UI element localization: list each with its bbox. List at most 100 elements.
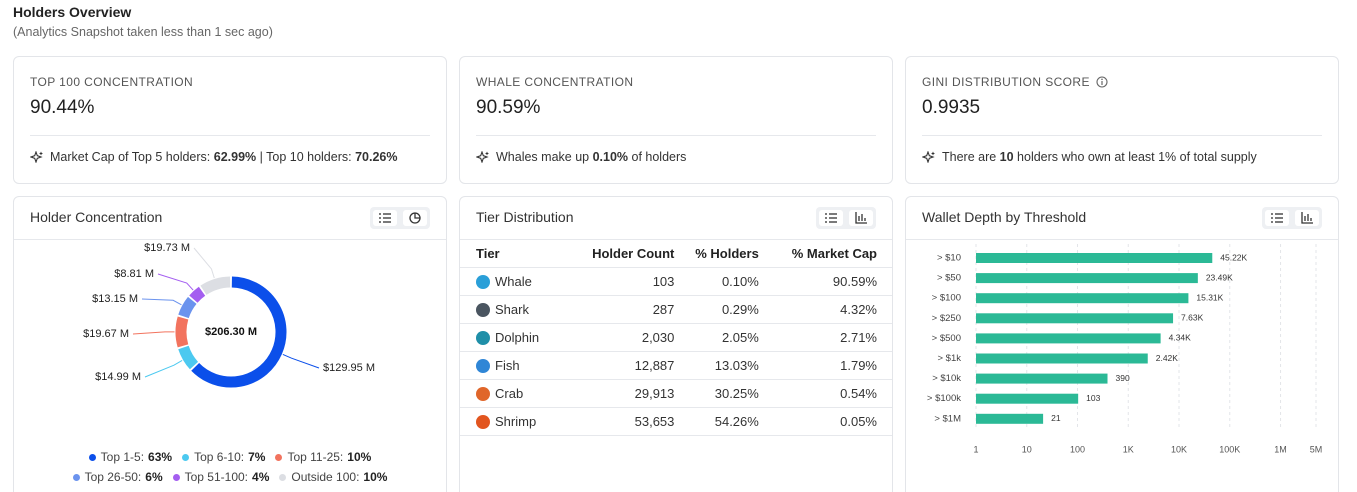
list-icon xyxy=(379,213,391,223)
stat-note: Whales make up 0.10% of holders xyxy=(476,150,686,164)
note-text: Market Cap of Top 5 holders: xyxy=(50,150,214,164)
stat-label-row: TOP 100 CONCENTRATION xyxy=(30,75,193,89)
tier-icon xyxy=(476,330,490,345)
table-cell: 0.05% xyxy=(758,407,892,436)
table-row: Shrimp 53,653 54.26% 0.05% xyxy=(460,407,892,436)
divider xyxy=(476,135,876,136)
table-cell: 2,030 xyxy=(565,323,675,352)
leader-line xyxy=(157,273,194,291)
value-label: $8.81 M xyxy=(114,268,154,280)
y-tick-label: > $1k xyxy=(937,353,961,364)
chart-view-button[interactable] xyxy=(403,210,427,226)
panel-title: Holder Concentration xyxy=(30,209,163,225)
leader-line xyxy=(141,298,182,306)
tier-icon xyxy=(476,414,490,429)
value-label: 21 xyxy=(1051,413,1061,423)
stat-label-row: WHALE CONCENTRATION xyxy=(476,75,633,89)
bar xyxy=(976,253,1213,263)
stat-note: There are 10 holders who own at least 1%… xyxy=(922,150,1257,164)
tier-cell: Dolphin xyxy=(476,330,565,345)
value-label: $13.15 M xyxy=(92,293,138,305)
legend-item: Top 1-5: 63% xyxy=(88,450,172,464)
tier-name: Fish xyxy=(495,358,520,373)
table-cell: 2.05% xyxy=(674,323,759,352)
stat-value: 90.59% xyxy=(476,97,541,118)
table-row: Dolphin 2,030 2.05% 2.71% xyxy=(460,323,892,352)
panel-title: Tier Distribution xyxy=(476,209,574,225)
x-tick-label: 5M xyxy=(1310,444,1323,454)
bar xyxy=(976,293,1189,304)
tier-icon xyxy=(476,386,490,401)
table-cell: 0.54% xyxy=(758,379,892,408)
y-tick-label: > $10 xyxy=(937,253,961,264)
divider xyxy=(14,239,446,240)
tier-icon xyxy=(476,302,490,317)
stat-label-row: GINI DISTRIBUTION SCORE xyxy=(922,75,1108,89)
table-cell: 54.26% xyxy=(674,407,759,436)
table-cell: 53,653 xyxy=(565,407,675,436)
note-text: 10 xyxy=(999,150,1014,164)
note-text: 70.26% xyxy=(355,150,398,164)
table-cell: 287 xyxy=(565,295,675,324)
y-tick-label: > $250 xyxy=(932,313,961,324)
table-cell: Crab xyxy=(460,379,566,408)
table-row: Fish 12,887 13.03% 1.79% xyxy=(460,351,892,380)
chart-view-button[interactable] xyxy=(1295,210,1319,226)
divider xyxy=(922,135,1322,136)
legend-share: 4% xyxy=(252,470,270,484)
legend: Top 1-5: 63% Top 6-10: 7% Top 11-25: 10% Top 2… xyxy=(34,450,426,484)
leader-line xyxy=(144,359,183,378)
tier-name: Shrimp xyxy=(495,414,537,429)
tier-name: Crab xyxy=(495,386,524,401)
legend-share: 7% xyxy=(248,450,266,464)
table-cell: 90.59% xyxy=(758,267,892,296)
x-tick-label: 10 xyxy=(1022,444,1032,454)
note-text: of holders xyxy=(628,150,687,164)
tier-cell: Crab xyxy=(476,386,565,401)
value-label: 390 xyxy=(1116,373,1130,383)
tier-name: Shark xyxy=(495,302,529,317)
value-label: 7.63K xyxy=(1181,313,1204,323)
sparkle-icon xyxy=(30,151,43,163)
chart-view-button[interactable] xyxy=(849,210,873,226)
legend-share: 10% xyxy=(347,450,372,464)
y-tick-label: > $10k xyxy=(932,373,961,384)
tier-table: Tier Holder Count% Holders% Market Cap Wha… xyxy=(460,239,892,436)
value-label: 23.49K xyxy=(1206,272,1233,282)
donut-chart: $129.95 M $14.99 M $19.67 M $13.15 M $8.81 M… xyxy=(83,242,375,388)
value-label: 4.34K xyxy=(1169,333,1192,343)
y-tick-label: > $100k xyxy=(927,393,961,404)
donut-segment xyxy=(178,345,199,370)
legend-dot xyxy=(88,453,96,461)
legend-label: Top 51-100: xyxy=(184,470,249,484)
legend-label: Outside 100: xyxy=(291,470,360,484)
list-view-button[interactable] xyxy=(819,210,843,226)
stat-card: WHALE CONCENTRATION 90.59% Whales make up … xyxy=(459,56,893,184)
tier-name: Dolphin xyxy=(495,330,540,345)
list-icon xyxy=(1271,213,1283,223)
stat-note: Market Cap of Top 5 holders: 62.99% | To… xyxy=(30,150,397,164)
table-row: Whale 103 0.10% 90.59% xyxy=(460,267,892,296)
stat-value: 90.44% xyxy=(30,97,95,118)
donut-segment xyxy=(200,276,231,296)
stat-label: GINI DISTRIBUTION SCORE xyxy=(922,75,1090,89)
list-view-button[interactable] xyxy=(1265,210,1289,226)
legend-dot xyxy=(182,453,190,461)
table-cell: 0.10% xyxy=(674,267,759,296)
tier-cell: Shrimp xyxy=(476,414,565,429)
list-view-button[interactable] xyxy=(373,210,397,226)
legend-item: Outside 100: 10% xyxy=(279,470,387,484)
legend-item: Top 11-25: 10% xyxy=(275,450,371,464)
tier-cell: Shark xyxy=(476,302,565,317)
note-text: There are xyxy=(942,150,1000,164)
panel-title: Wallet Depth by Threshold xyxy=(922,209,1087,225)
legend-label: Top 26-50: xyxy=(84,470,142,484)
stat-card: GINI DISTRIBUTION SCORE 0.9935 There are 1… xyxy=(905,56,1339,184)
holder-panel: Holder Concentration $129.95 M $14.99 M $1… xyxy=(13,196,447,492)
table-cell: Dolphin xyxy=(460,323,566,352)
note-text: 0.10% xyxy=(592,150,629,164)
stat-label: TOP 100 CONCENTRATION xyxy=(30,75,194,89)
value-label: 103 xyxy=(1086,393,1100,403)
y-tick-label: > $1M xyxy=(934,413,961,424)
page-title: Holders Overview xyxy=(13,4,132,20)
